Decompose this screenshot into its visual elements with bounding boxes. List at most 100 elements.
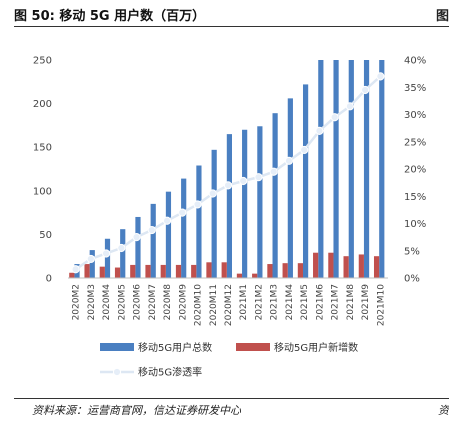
bar-total <box>242 129 248 278</box>
bar-new <box>206 262 212 278</box>
x-tick-label: 2020M9 <box>178 284 188 321</box>
right-tick-label: 0% <box>404 274 420 285</box>
bar-new <box>160 264 166 278</box>
bar-new <box>236 273 243 278</box>
bar-total <box>89 250 95 278</box>
bar-total <box>348 60 354 278</box>
x-tick-label: 2020M10 <box>194 284 204 326</box>
bar-total <box>287 98 293 278</box>
x-tick-label: 2021M1 <box>239 284 249 320</box>
rate-marker <box>345 102 355 111</box>
bar-total <box>120 229 126 278</box>
rate-marker <box>101 249 111 258</box>
left-tick-label: 250 <box>33 56 52 67</box>
series-rate-line <box>71 72 385 274</box>
right-tick-label: 35% <box>404 83 426 94</box>
legend-swatch-total <box>100 343 134 351</box>
bar-new <box>99 266 105 278</box>
adjacent-source-fragment: 资 <box>438 404 449 417</box>
x-tick-label: 2020M5 <box>117 284 127 320</box>
left-tick-label: 50 <box>39 230 52 241</box>
bar-new <box>373 256 380 278</box>
right-tick-label: 40% <box>404 56 426 67</box>
left-tick-label: 200 <box>33 99 52 110</box>
rate-marker <box>178 208 187 217</box>
x-tick-label: 2021M3 <box>270 284 280 320</box>
rate-marker <box>223 181 233 190</box>
x-tick-label: 2020M11 <box>209 284 219 326</box>
x-tick-label: 2020M8 <box>163 284 173 321</box>
x-tick-label: 2020M4 <box>102 284 112 321</box>
x-tick-label: 2020M3 <box>87 284 97 320</box>
rate-marker <box>300 145 309 155</box>
series-total-bars <box>74 60 385 278</box>
rate-marker <box>239 176 248 186</box>
right-tick-label: 10% <box>404 219 426 230</box>
rate-marker <box>162 216 172 225</box>
bar-total <box>165 191 172 278</box>
x-tick-label: 2021M6 <box>315 284 325 321</box>
bar-new <box>191 264 197 278</box>
bar-total <box>135 216 141 278</box>
source-note: 资料来源：运营商官网，信达证券研发中心 <box>32 404 241 417</box>
x-tick-label: 2020M2 <box>72 284 82 320</box>
right-tick-label: 25% <box>404 137 426 148</box>
x-axis: 2020M2 2020M3 2020M4 2020M5 2020M6 2020M7 2020… <box>68 277 388 326</box>
rate-marker <box>361 85 370 95</box>
legend-label-new: 移动5G用户新增数 <box>274 341 358 354</box>
legend-label-total: 移动5G用户总数 <box>138 341 212 354</box>
x-tick-label: 2021M8 <box>346 284 356 321</box>
bar-total <box>302 84 309 278</box>
rate-marker <box>117 243 126 253</box>
right-tick-label: 20% <box>404 165 426 176</box>
bar-new <box>175 264 182 278</box>
bar-total <box>104 238 111 278</box>
rate-marker <box>71 265 80 274</box>
bar-new <box>130 264 136 278</box>
rate-marker <box>284 156 294 165</box>
figure-title: 图 50: 移动 5G 用户数（百万） <box>14 9 206 24</box>
bar-new <box>252 273 258 278</box>
bar-new <box>145 264 151 278</box>
rate-marker <box>208 189 217 198</box>
rate-marker <box>376 72 385 81</box>
adjacent-figure-title-fragment: 图 <box>436 9 449 24</box>
bar-total <box>318 60 324 278</box>
bar-total <box>333 60 339 278</box>
rate-marker <box>132 233 141 242</box>
rate-marker <box>315 126 324 135</box>
x-tick-label: 2020M12 <box>224 284 234 326</box>
x-tick-label: 2021M2 <box>254 284 264 320</box>
title-rule <box>14 26 449 27</box>
bar-total <box>211 149 217 278</box>
bar-new <box>267 264 273 278</box>
rate-marker <box>147 225 156 235</box>
x-tick-label: 2021M7 <box>331 284 341 320</box>
chart-area: 0 50 100 150 200 250 0% 5% 10% 15% 20% 25% 30% 35% 40… <box>33 56 426 379</box>
bar-new <box>69 272 75 278</box>
bar-new <box>328 252 334 278</box>
x-tick-label: 2020M6 <box>133 284 143 321</box>
left-tick-label: 150 <box>33 143 52 154</box>
bar-new <box>358 254 364 278</box>
left-tick-label: 100 <box>33 186 52 197</box>
bar-new <box>313 252 319 278</box>
series-new-bars <box>69 252 380 278</box>
left-tick-label: 0 <box>46 274 52 285</box>
rate-marker <box>269 167 278 176</box>
bar-new <box>297 263 303 278</box>
rate-marker <box>86 254 95 264</box>
right-tick-label: 15% <box>404 192 426 203</box>
right-axis: 0% 5% 10% 15% 20% 25% 30% 35% 40% <box>404 56 426 285</box>
x-tick-label: 2021M5 <box>300 284 310 320</box>
x-tick-label: 2021M9 <box>361 284 371 321</box>
rate-marker <box>330 113 339 122</box>
left-axis: 0 50 100 150 200 250 <box>33 56 52 285</box>
bar-new <box>114 267 121 278</box>
bar-new <box>282 263 288 278</box>
bar-total <box>226 134 232 278</box>
bar-new <box>343 256 349 278</box>
x-tick-label: 2021M4 <box>285 284 295 321</box>
legend-swatch-new <box>236 343 270 351</box>
